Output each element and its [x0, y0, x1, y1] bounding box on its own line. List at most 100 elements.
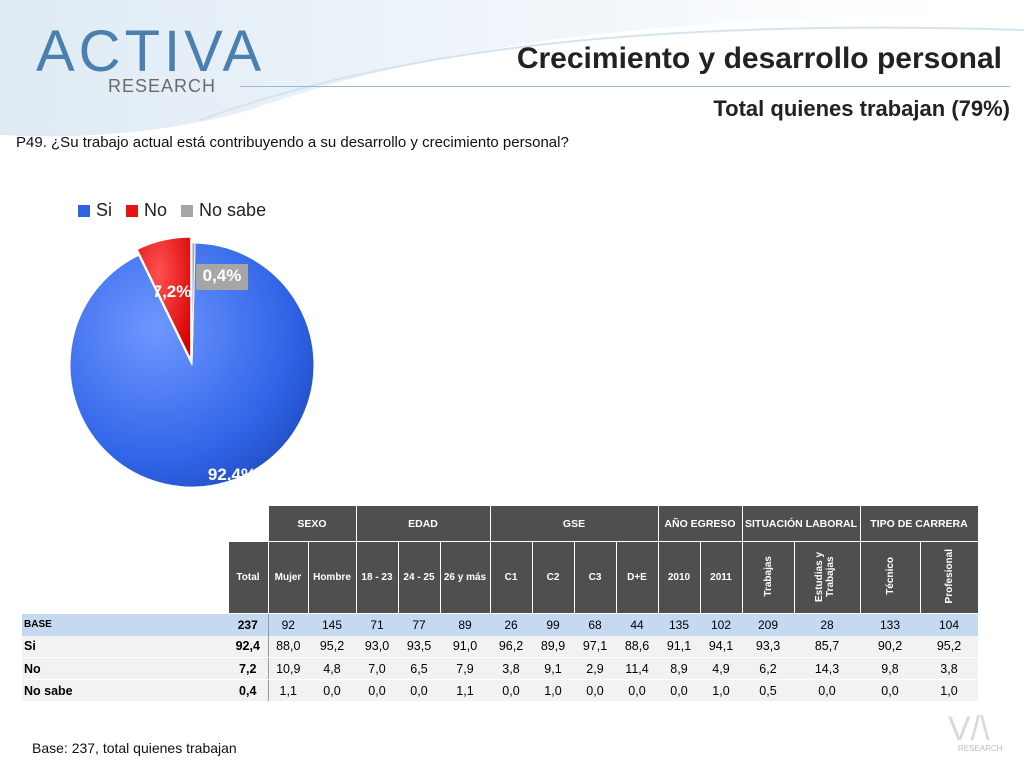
chart-legend: Si No No sabe [78, 200, 266, 221]
col-header-2010: 2010 [657, 541, 701, 614]
group-header-sexo: SEXO [267, 505, 357, 542]
pie-slice-no [136, 236, 192, 360]
table-total-blank [228, 505, 268, 542]
table-cell: 11,4 [616, 657, 658, 680]
table-cell: 4,9 [700, 657, 742, 680]
footer-logo-mark: V/\ [948, 710, 990, 748]
group-header-gse: GSE [489, 505, 659, 542]
col-header-tecnico: Técnico [859, 541, 921, 614]
legend-swatch-no [126, 204, 139, 217]
table-cell: 104 [920, 613, 978, 636]
table-cell: 3,8 [920, 657, 978, 680]
table-row: BASE 237 92 145 71 77 89 26 99 68 44 135 102 209 28 133… [22, 613, 978, 636]
table-row: No sabe 0,4 1,1 0,0 0,0 0,0 1,1 0,0 1,0 0,0 0,0 0,0… [22, 679, 978, 702]
table-cell: 6,2 [742, 657, 794, 680]
table-cell: 89,9 [532, 635, 574, 658]
table-cell: 0,0 [356, 679, 398, 702]
table-cell: 6,5 [398, 657, 440, 680]
table-cell: 0,0 [616, 679, 658, 702]
table-cell: 7,9 [440, 657, 490, 680]
table-cell: 94,1 [700, 635, 742, 658]
col-header-c2: C2 [531, 541, 575, 614]
group-header-edad: EDAD [355, 505, 491, 542]
legend-item-no: No [126, 200, 167, 221]
table-cell: 145 [308, 613, 356, 636]
page-subtitle: Total quienes trabajan (79%) [713, 96, 1010, 121]
pie-label-no: 7,2% [153, 282, 192, 301]
footer-logo-text: RESEARCH [958, 744, 1003, 753]
table-corner-blank [22, 505, 228, 542]
table-cell: 91,1 [658, 635, 700, 658]
table-column-header-row: Total Mujer Hombre 18 - 23 24 - 25 26 y … [22, 541, 979, 614]
activa-logo: ACTIVA RESEARCH [28, 14, 261, 104]
table-cell: 71 [356, 613, 398, 636]
table-row: Si 92,4 88,0 95,2 93,0 93,5 91,0 96,2 89,9 97,1 88… [22, 635, 978, 658]
table-cell: 0,0 [490, 679, 532, 702]
table-cell: 0,0 [860, 679, 920, 702]
logo-sub-text: RESEARCH [108, 76, 217, 96]
question-text: P49. ¿Su trabajo actual está contribuyen… [16, 134, 569, 151]
row-label: No sabe [22, 679, 228, 702]
col-header-trabajas: Trabajas [741, 541, 795, 614]
col-header-hombre: Hombre [307, 541, 357, 614]
title-divider [240, 86, 1010, 87]
table-cell: 0,0 [398, 679, 440, 702]
page-title: Crecimiento y desarrollo personal [516, 42, 1002, 75]
col-header-c1: C1 [489, 541, 533, 614]
table-cell: 92,4 [228, 635, 269, 658]
footer-logo: V/\ RESEARCH [936, 710, 1002, 760]
header-background-swoosh [0, 0, 1024, 137]
group-header-tipo-carrera: TIPO DE CARRERA [859, 505, 979, 542]
col-header-profesional: Profesional [919, 541, 979, 614]
table-cell: 10,9 [268, 657, 308, 680]
table-cell: 28 [794, 613, 860, 636]
group-header-ano-egreso: AÑO EGRESO [657, 505, 743, 542]
table-cell: 1,0 [920, 679, 978, 702]
table-cell: 26 [490, 613, 532, 636]
table-cell: 95,2 [308, 635, 356, 658]
table-cell: 0,0 [794, 679, 860, 702]
table-cell: 135 [658, 613, 700, 636]
table-cell: 90,2 [860, 635, 920, 658]
table-cell: 85,7 [794, 635, 860, 658]
table-cell: 7,0 [356, 657, 398, 680]
table-cell: 1,1 [440, 679, 490, 702]
table-cell: 8,9 [658, 657, 700, 680]
table-cell: 9,1 [532, 657, 574, 680]
table-cell: 9,8 [860, 657, 920, 680]
table-cell: 97,1 [574, 635, 616, 658]
legend-label-nosabe: No sabe [199, 200, 267, 220]
col-header-18-23: 18 - 23 [355, 541, 399, 614]
legend-label-no: No [144, 200, 168, 220]
table-cell: 0,4 [228, 679, 269, 702]
col-header-estudias-trabajas-text: Estudias y Trabajas [814, 550, 836, 602]
table-cell: 93,3 [742, 635, 794, 658]
pie-label-nosabe-box [196, 264, 248, 290]
table-label-blank [22, 541, 228, 614]
row-label: BASE [22, 613, 228, 636]
col-header-profesional-text: Profesional [943, 548, 955, 604]
table-cell: 237 [228, 613, 269, 636]
table-group-header-row: SEXO EDAD GSE AÑO EGRESO SITUACIÓN LABOR… [22, 505, 979, 542]
legend-label-si: Si [96, 200, 113, 220]
table-cell: 93,5 [398, 635, 440, 658]
table-cell: 88,0 [268, 635, 308, 658]
table-cell: 209 [742, 613, 794, 636]
table-cell: 1,1 [268, 679, 308, 702]
pie-label-si: 92,4% [208, 465, 256, 484]
col-header-trabajas-text: Trabajas [762, 555, 774, 597]
table-cell: 0,5 [742, 679, 794, 702]
table-cell: 68 [574, 613, 616, 636]
table-cell: 4,8 [308, 657, 356, 680]
table-cell: 2,9 [574, 657, 616, 680]
row-label: No [22, 657, 228, 680]
col-header-total: Total [227, 541, 269, 614]
footer-base-note: Base: 237, total quienes trabajan [32, 740, 237, 756]
table-cell: 14,3 [794, 657, 860, 680]
col-header-de: D+E [615, 541, 659, 614]
table-cell: 44 [616, 613, 658, 636]
table-cell: 102 [700, 613, 742, 636]
col-header-24-25: 24 - 25 [397, 541, 441, 614]
legend-swatch-si [78, 204, 90, 217]
col-header-26-mas: 26 y más [439, 541, 491, 614]
